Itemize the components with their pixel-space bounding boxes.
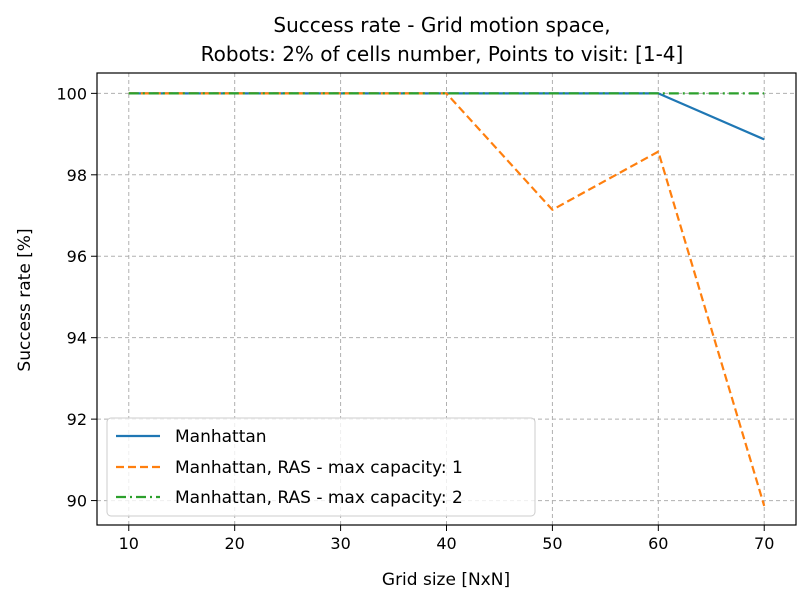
x-tick-label: 50 bbox=[542, 534, 562, 553]
series-lines bbox=[128, 92, 766, 507]
x-tick-label: 30 bbox=[330, 534, 350, 553]
gridlines bbox=[97, 73, 796, 525]
y-tick-label: 90 bbox=[67, 492, 87, 511]
x-tick-label: 20 bbox=[225, 534, 245, 553]
legend-label-ras-2: Manhattan, RAS - max capacity: 2 bbox=[175, 488, 463, 508]
x-tick-label: 10 bbox=[119, 534, 139, 553]
legend: Manhattan Manhattan, RAS - max capacity:… bbox=[106, 417, 536, 517]
chart-title-line-1: Success rate - Grid motion space, bbox=[273, 13, 610, 37]
x-tick-label: 70 bbox=[754, 534, 774, 553]
chart-title-line-2: Robots: 2% of cells number, Points to vi… bbox=[201, 42, 684, 66]
y-tick-label: 100 bbox=[56, 84, 87, 103]
y-tick-label: 96 bbox=[67, 247, 87, 266]
plot-frame bbox=[96, 72, 797, 526]
legend-label-ras-1: Manhattan, RAS - max capacity: 1 bbox=[175, 458, 463, 478]
axis-ticks: 10 20 30 40 50 60 70 90 92 94 96 98 100 bbox=[56, 84, 774, 553]
y-tick-label: 98 bbox=[67, 166, 87, 185]
x-axis-label: Grid size [NxN] bbox=[382, 570, 510, 590]
x-tick-label: 60 bbox=[648, 534, 668, 553]
legend-label-manhattan: Manhattan bbox=[175, 427, 267, 447]
series-line-ras-capacity-1 bbox=[128, 92, 766, 507]
y-tick-label: 92 bbox=[67, 410, 87, 429]
x-tick-label: 40 bbox=[436, 534, 456, 553]
legend-box bbox=[106, 417, 536, 517]
y-tick-label: 94 bbox=[67, 329, 87, 348]
y-axis-label: Success rate [%] bbox=[15, 228, 35, 371]
